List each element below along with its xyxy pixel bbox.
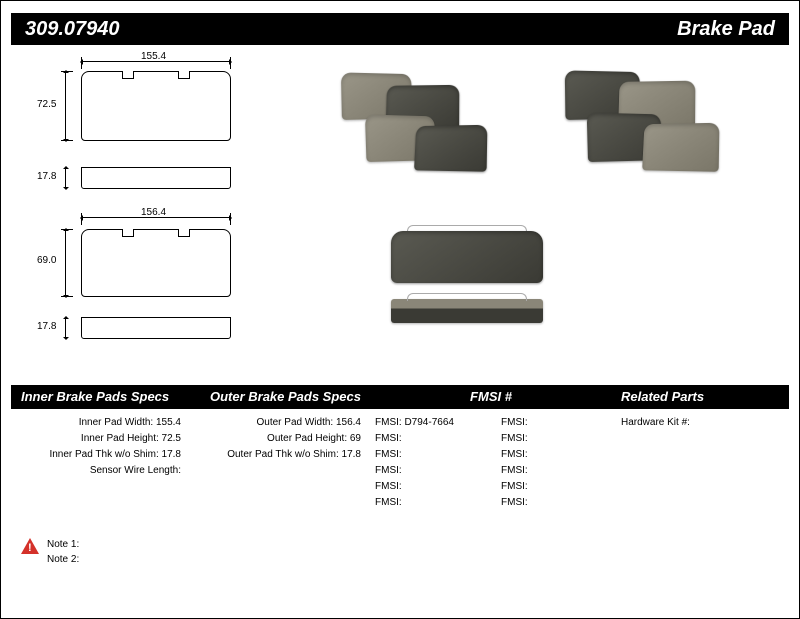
spec-row: Outer Pad Height: 69 (201, 431, 361, 447)
note-2: Note 2: (47, 552, 779, 567)
dim-outer-width: 156.4 (141, 207, 166, 218)
spec-row: Inner Pad Width: 155.4 (21, 415, 181, 431)
warning-icon (21, 538, 39, 554)
specs-header-related: Related Parts (611, 385, 789, 409)
specs-col-outer: Outer Brake Pads Specs Outer Pad Width: … (191, 385, 371, 529)
fmsi-row: FMSI: (501, 415, 607, 431)
fmsi-row: FMSI: (375, 447, 481, 463)
technical-drawing: 155.4 72.5 17.8 156.4 (21, 55, 281, 375)
spec-row: Sensor Wire Length: (21, 463, 181, 479)
fmsi-row: FMSI: (501, 463, 607, 479)
part-number: 309.07940 (25, 18, 120, 41)
dim-outer-thk: 17.8 (37, 321, 56, 332)
note-1: Note 1: (47, 537, 779, 552)
header-bar: 309.07940 Brake Pad (11, 13, 789, 45)
fmsi-row: FMSI: (375, 431, 481, 447)
notes-area: Note 1: Note 2: (21, 537, 779, 567)
specs-section: Inner Brake Pads Specs Inner Pad Width: … (11, 385, 789, 529)
fmsi-row: FMSI: (375, 463, 481, 479)
diagram-area: 155.4 72.5 17.8 156.4 (1, 45, 799, 385)
fmsi-row: FMSI: D794-7664 (375, 415, 481, 431)
spec-row: Inner Pad Thk w/o Shim: 17.8 (21, 447, 181, 463)
spec-row: Inner Pad Height: 72.5 (21, 431, 181, 447)
dim-inner-height: 72.5 (37, 99, 56, 110)
specs-header-outer: Outer Brake Pads Specs (191, 385, 371, 409)
dim-inner-width: 155.4 (141, 51, 166, 62)
spec-row: Hardware Kit #: (621, 415, 779, 431)
specs-header-fmsi: FMSI # (371, 385, 611, 409)
fmsi-row: FMSI: (375, 495, 481, 511)
fmsi-right-col: FMSI: FMSI: FMSI: FMSI: FMSI: FMSI: (501, 415, 607, 511)
specs-col-fmsi: FMSI # FMSI: D794-7664 FMSI: FMSI: FMSI:… (371, 385, 611, 529)
fmsi-row: FMSI: (501, 495, 607, 511)
fmsi-row: FMSI: (375, 479, 481, 495)
product-type: Brake Pad (677, 18, 775, 41)
fmsi-row: FMSI: (501, 447, 607, 463)
specs-header-inner: Inner Brake Pads Specs (11, 385, 191, 409)
spec-row: Outer Pad Thk w/o Shim: 17.8 (201, 447, 361, 463)
product-photos (321, 55, 779, 375)
dim-outer-height: 69.0 (37, 255, 56, 266)
fmsi-left-col: FMSI: D794-7664 FMSI: FMSI: FMSI: FMSI: … (375, 415, 481, 511)
dim-inner-thk: 17.8 (37, 171, 56, 182)
specs-col-inner: Inner Brake Pads Specs Inner Pad Width: … (11, 385, 191, 529)
fmsi-row: FMSI: (501, 431, 607, 447)
specs-col-related: Related Parts Hardware Kit #: (611, 385, 789, 529)
spec-row: Outer Pad Width: 156.4 (201, 415, 361, 431)
fmsi-row: FMSI: (501, 479, 607, 495)
